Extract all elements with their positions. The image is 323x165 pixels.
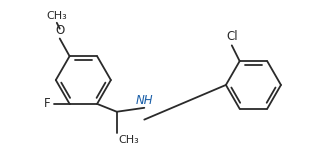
Text: CH₃: CH₃ bbox=[47, 11, 67, 21]
Text: NH: NH bbox=[135, 94, 153, 107]
Text: F: F bbox=[44, 97, 51, 110]
Text: Cl: Cl bbox=[226, 30, 238, 43]
Text: CH₃: CH₃ bbox=[119, 135, 140, 145]
Text: O: O bbox=[55, 24, 64, 36]
